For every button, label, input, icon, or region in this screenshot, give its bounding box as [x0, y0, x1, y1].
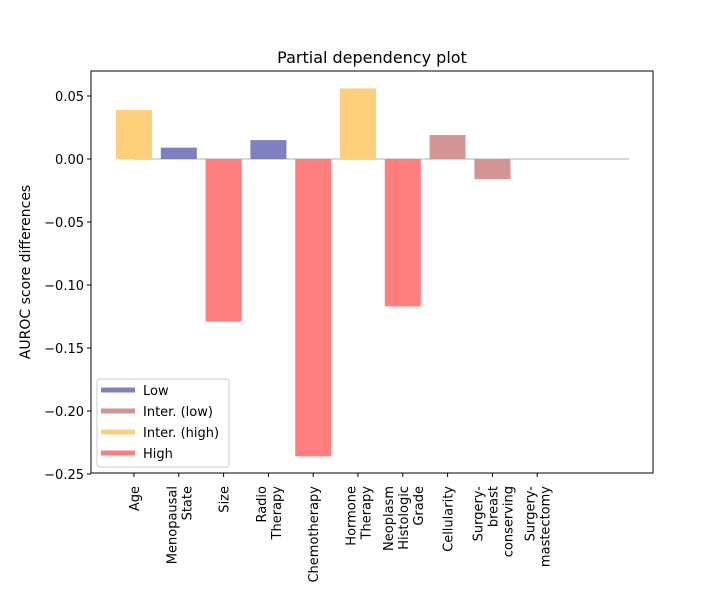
- legend-label: Low: [143, 384, 169, 399]
- bar: [384, 159, 421, 307]
- x-tick-label: Radio: [255, 486, 270, 523]
- legend-label: Inter. (high): [143, 426, 219, 441]
- bar: [429, 135, 466, 159]
- x-tick-label: Grade: [412, 486, 427, 526]
- bar: [205, 159, 242, 322]
- x-tick-label: Age: [128, 486, 143, 511]
- y-tick-label: −0.10: [44, 279, 84, 294]
- y-tick-label: 0.00: [55, 153, 84, 168]
- x-tick-label: State: [180, 486, 195, 520]
- bar: [295, 159, 332, 457]
- x-tick-label: Menopausal: [165, 486, 180, 564]
- x-tick-label: Neoplasm: [382, 486, 397, 551]
- bar: [116, 109, 152, 159]
- x-tick-label: breast: [486, 486, 501, 527]
- y-tick-label: 0.05: [55, 90, 84, 105]
- x-tick-label: Cellularity: [442, 486, 457, 552]
- legend-box: [96, 378, 230, 468]
- chart-title: Partial dependency plot: [277, 48, 467, 67]
- y-tick-label: −0.05: [44, 216, 84, 231]
- legend: Low Inter. (low) Inter. (high) High: [96, 378, 230, 468]
- x-tick-label: conserving: [501, 486, 516, 557]
- plot-area-frame: [90, 70, 654, 474]
- y-tick-label: −0.25: [44, 468, 84, 483]
- legend-label: Inter. (low): [143, 405, 213, 420]
- bar: [250, 140, 287, 159]
- y-tick-label: −0.20: [44, 405, 84, 420]
- x-tick-label: Size: [218, 486, 233, 513]
- x-tick-label: Histologic: [397, 486, 412, 550]
- x-tick-label: Therapy: [360, 486, 375, 541]
- x-tick-label: Surgery-: [524, 486, 539, 542]
- bar: [474, 159, 511, 180]
- x-tick-label: Surgery-: [471, 486, 486, 542]
- x-tick-label: Hormone: [345, 486, 360, 546]
- x-tick-label: Chemotherapy: [307, 486, 322, 583]
- x-tick-label: Therapy: [270, 486, 285, 541]
- x-tick-label: mastectomy: [539, 486, 554, 567]
- y-axis-label: AUROC score differences: [18, 185, 34, 359]
- bar: [160, 147, 197, 159]
- legend-label: High: [143, 447, 173, 462]
- bar: [340, 88, 376, 159]
- y-tick-label: −0.15: [44, 342, 84, 357]
